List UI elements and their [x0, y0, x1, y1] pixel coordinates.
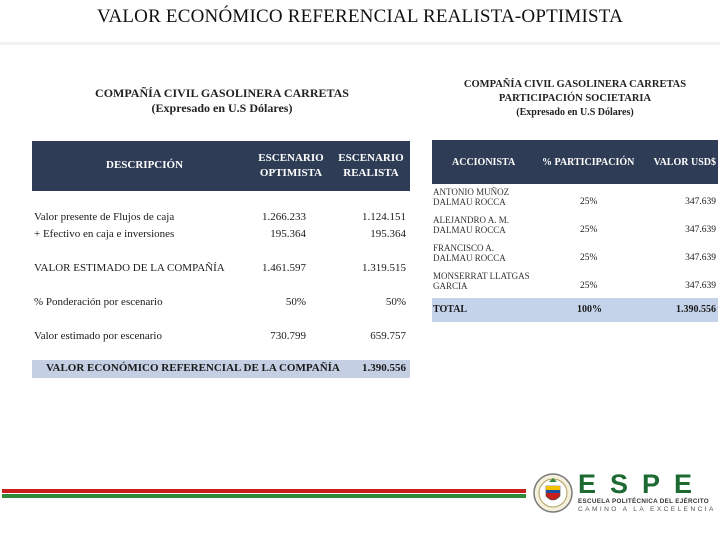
header-description: DESCRIPCIÓN — [106, 159, 184, 171]
valuation-company: COMPAÑÍA CIVIL GASOLINERA CARRETAS — [95, 86, 349, 100]
shareholder-name: MONSERRAT LLATGAS GARCIA — [433, 271, 530, 291]
row-realista: 1.319.515 — [362, 262, 406, 274]
shareholding-table: COMPAÑÍA CIVIL GASOLINERA CARRETAS PARTI… — [432, 78, 718, 322]
header-valor: VALOR USD$ — [653, 157, 716, 168]
row-realista: 1.124.151 — [362, 211, 406, 223]
header-accionista: ACCIONISTA — [452, 157, 516, 168]
shareholder-pct: 25% — [580, 225, 598, 235]
title-divider — [0, 42, 720, 45]
shareholder-value: 347.639 — [685, 253, 716, 263]
row-optimista: 1.461.597 — [262, 262, 306, 274]
valuation-total: VALOR ECONÓMICO REFERENCIAL DE LA COMPAÑ… — [32, 360, 410, 378]
table-row: ALEJANDRO A. M. DALMAU ROCCA 25% 347.639 — [432, 215, 718, 244]
espe-motto: CAMINO A LA EXCELENCIA — [578, 506, 716, 513]
row-realista: 50% — [385, 296, 406, 308]
row-optimista: 195.364 — [270, 228, 306, 240]
slide-title: VALOR ECONÓMICO REFERENCIAL REALISTA-OPT… — [96, 6, 624, 27]
row-realista: 195.364 — [370, 228, 406, 240]
header-realista: ESCENARIO REALISTA — [338, 152, 404, 179]
shareholding-total: TOTAL 100% 1.390.556 — [432, 298, 718, 322]
row-optimista: 50% — [285, 296, 306, 308]
valuation-table: COMPAÑÍA CIVIL GASOLINERA CARRETAS (Expr… — [32, 86, 412, 378]
table-row: % Ponderación por escenario 50% 50% — [32, 296, 410, 310]
espe-name: ESCUELA POLITÉCNICA DEL EJÉRCITO — [578, 498, 710, 505]
row-label: % Ponderación por escenario — [34, 296, 163, 308]
table-row: VALOR ESTIMADO DE LA COMPAÑÍA 1.461.597 … — [32, 262, 410, 276]
table-row: ANTONIO MUÑOZ DALMAU ROCCA 25% 347.639 — [432, 187, 718, 216]
shareholder-name: FRANCISCO A. DALMAU ROCCA — [433, 243, 506, 263]
row-realista: 659.757 — [370, 330, 406, 342]
row-optimista: 730.799 — [270, 330, 306, 342]
table-row: Valor estimado por escenario 730.799 659… — [32, 330, 410, 344]
shareholder-value: 347.639 — [685, 197, 716, 207]
total-pct: 100% — [577, 304, 602, 315]
shareholder-pct: 25% — [580, 253, 598, 263]
footer-red-stripe — [2, 489, 526, 493]
shareholding-currency: (Expresado en U.S Dólares) — [516, 107, 634, 118]
row-label: + Efectivo en caja e inversiones — [34, 228, 175, 240]
shareholder-value: 347.639 — [685, 225, 716, 235]
table-row: FRANCISCO A. DALMAU ROCCA 25% 347.639 — [432, 243, 718, 272]
shareholding-company: COMPAÑÍA CIVIL GASOLINERA CARRETAS — [463, 79, 687, 90]
header-participacion: % PARTICIPACIÓN — [542, 157, 635, 168]
institution-seal-icon — [533, 473, 573, 513]
row-label: Valor presente de Flujos de caja — [34, 211, 175, 223]
header: VALOR ECONÓMICO REFERENCIAL REALISTA-OPT… — [0, 0, 720, 45]
espe-wordmark: ESPE — [578, 469, 707, 499]
table-row: + Efectivo en caja e inversiones 195.364… — [32, 228, 410, 242]
total-label: TOTAL — [433, 304, 468, 315]
total-label: VALOR ECONÓMICO REFERENCIAL DE LA COMPAÑ… — [46, 362, 340, 374]
shareholder-pct: 25% — [580, 281, 598, 291]
row-label: VALOR ESTIMADO DE LA COMPAÑÍA — [34, 262, 225, 274]
total-value: 1.390.556 — [362, 362, 406, 374]
total-value: 1.390.556 — [676, 304, 716, 315]
header-optimista: ESCENARIO OPTIMISTA — [258, 152, 324, 179]
shareholder-name: ANTONIO MUÑOZ DALMAU ROCCA — [433, 187, 510, 207]
espe-logo: ESPE ESCUELA POLITÉCNICA DEL EJÉRCITO CA… — [578, 470, 718, 514]
shareholding-header: ACCIONISTA % PARTICIPACIÓN VALOR USD$ — [432, 140, 718, 184]
shareholding-subtitle: PARTICIPACIÓN SOCIETARIA — [498, 93, 652, 104]
shareholder-value: 347.639 — [685, 281, 716, 291]
shareholder-pct: 25% — [580, 197, 598, 207]
row-label: Valor estimado por escenario — [34, 330, 162, 342]
footer-green-stripe — [2, 494, 526, 498]
shareholder-name: ALEJANDRO A. M. DALMAU ROCCA — [433, 215, 510, 235]
valuation-header: DESCRIPCIÓN ESCENARIO OPTIMISTA ESCENARI… — [32, 141, 410, 191]
table-row: MONSERRAT LLATGAS GARCIA 25% 347.639 — [432, 271, 718, 300]
row-optimista: 1.266.233 — [262, 211, 306, 223]
table-row: Valor presente de Flujos de caja 1.266.2… — [32, 211, 410, 225]
valuation-subtitle: (Expresado en U.S Dólares) — [151, 101, 293, 115]
